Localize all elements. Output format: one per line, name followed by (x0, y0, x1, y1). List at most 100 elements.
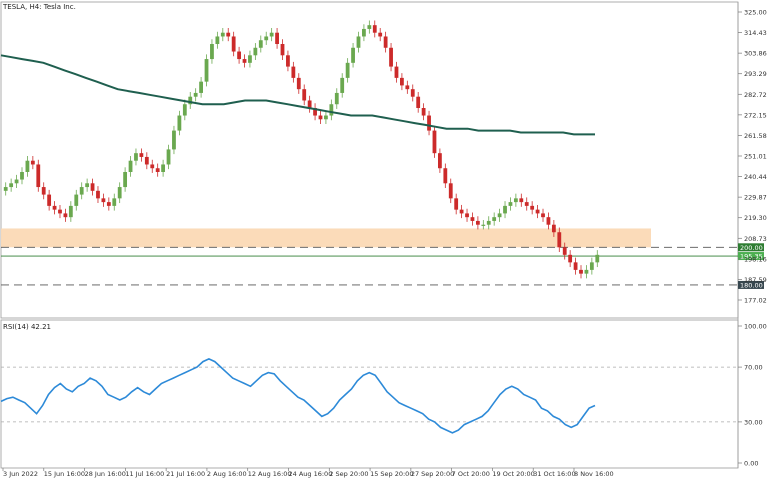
candle-body (497, 213, 502, 218)
candle-body (486, 220, 491, 225)
candle-body (513, 198, 518, 203)
candle-body (237, 51, 241, 60)
x-axis-tick-label: 7 Oct 20:00 (452, 470, 490, 478)
x-axis-tick-label: 31 Oct 16:00 (533, 470, 575, 478)
candle-body (264, 36, 269, 41)
candle-body (85, 183, 90, 188)
candle-body (14, 179, 19, 184)
price-axis-tick-label: 272.15 (744, 111, 767, 119)
candle-body (242, 59, 247, 63)
x-axis-tick-label: 28 Jun 16:00 (85, 470, 126, 478)
price-axis-tick-label: 219.30 (744, 214, 767, 222)
price-axis-tick-label: 187.59 (744, 276, 767, 284)
candle-body (47, 194, 52, 206)
candle-body (454, 198, 459, 210)
candle-body (123, 172, 128, 188)
candle-body (150, 164, 155, 169)
price-axis-tick-label: 303.86 (744, 50, 767, 58)
candle-body (595, 254, 600, 263)
candle-body (546, 217, 551, 225)
rsi-layer (0, 358, 738, 434)
candle-body (275, 32, 279, 44)
candle-body (226, 32, 231, 37)
candle-body (188, 96, 193, 105)
x-axis-tick-label: 11 Jul 16:00 (125, 470, 164, 478)
candle-body (481, 224, 486, 226)
x-axis-tick-label: 27 Sep 20:00 (411, 470, 454, 478)
candle-body (302, 89, 307, 101)
x-axis-tick-label: 12 Aug 16:00 (248, 470, 292, 478)
price-axis-tick-label: 293.29 (744, 70, 767, 78)
rsi-axis-tick-label: 70.00 (744, 364, 763, 372)
level-label-bg (738, 243, 764, 252)
candle-body (177, 115, 182, 131)
candle-body (139, 153, 144, 157)
candle-body (503, 205, 507, 214)
candle-body (389, 47, 393, 67)
candle-body (378, 32, 383, 37)
candle-body (58, 209, 62, 214)
candle-body (63, 213, 68, 218)
candle-body (134, 153, 138, 161)
candles-layer (3, 20, 600, 279)
candle-body (443, 168, 448, 184)
candle-body (313, 108, 317, 116)
candle-body (367, 25, 372, 29)
candle-body (530, 205, 535, 210)
level-label: 180.00 (740, 281, 763, 289)
x-axis-tick-label: 8 Nov 16:00 (574, 470, 614, 478)
candle-body (106, 202, 111, 206)
candle-body (400, 77, 404, 86)
candle-body (579, 269, 583, 274)
candle-body (535, 209, 540, 214)
candle-body (96, 190, 100, 199)
candle-body (79, 187, 84, 195)
rsi-axis-tick-label: 0.00 (744, 460, 758, 468)
candle-body (90, 183, 95, 191)
candle-body (416, 96, 421, 108)
candle-body (144, 156, 149, 165)
candle-body (3, 187, 8, 191)
candle-body (112, 198, 117, 206)
candle-body (280, 44, 285, 56)
candle-body (74, 194, 79, 206)
candle-body (20, 172, 24, 180)
candle-body (573, 262, 578, 270)
candle-body (25, 160, 30, 172)
candle-body (437, 153, 442, 169)
candle-body (557, 232, 562, 248)
candle-body (324, 115, 328, 120)
zone-layer (1, 228, 651, 248)
x-axis-tick-label: 2 Sep 20:00 (329, 470, 368, 478)
price-axis-tick-label: 282.72 (744, 91, 767, 99)
candle-body (372, 25, 377, 33)
candle-body (562, 247, 567, 255)
ma-layer (0, 54, 595, 136)
candle-body (166, 149, 171, 165)
candle-body (52, 205, 57, 210)
rsi-axis-tick-label: 30.00 (744, 418, 763, 426)
x-axis-tick-label: 19 Oct 20:00 (492, 470, 534, 478)
candle-body (291, 66, 296, 78)
x-axis-tick-label: 15 Jun 16:00 (44, 470, 85, 478)
level-label-bg (738, 280, 764, 289)
candle-body (36, 164, 41, 188)
price-zone (1, 228, 651, 248)
level-label: 200.00 (740, 244, 763, 252)
price-axis-tick-label: 261.58 (744, 132, 767, 140)
candle-body (541, 213, 545, 218)
candle-body (258, 40, 263, 48)
candle-body (231, 36, 236, 52)
candle-body (220, 32, 225, 37)
candle-body (296, 77, 301, 90)
candle-body (199, 81, 203, 93)
candle-body (101, 198, 106, 203)
candle-body (508, 202, 513, 206)
candle-body (172, 130, 176, 150)
x-axis: 3 Jun 2022 15 Jun 16:00 28 Jun 16:00 11 Jul… (2, 468, 614, 478)
candle-body (405, 85, 410, 90)
candle-body (9, 183, 14, 188)
rsi-title: RSI(14) 42.21 (3, 323, 51, 331)
